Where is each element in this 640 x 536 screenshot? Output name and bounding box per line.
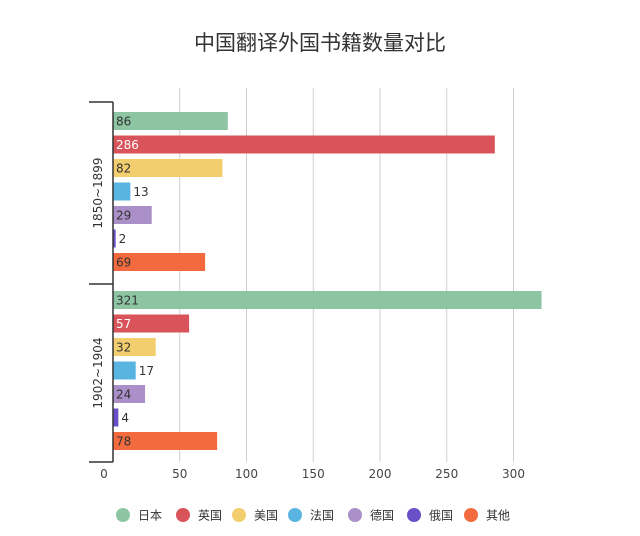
bar-value-label: 78	[116, 435, 131, 449]
x-tick-label: 300	[502, 467, 525, 481]
legend-label: 美国	[254, 509, 278, 523]
x-tick-label: 150	[302, 467, 325, 481]
bar-value-label: 29	[116, 209, 131, 223]
legend-label: 其他	[486, 509, 510, 523]
legend-swatch	[464, 508, 478, 522]
legend-label: 德国	[370, 508, 394, 523]
bar-value-label: 57	[116, 317, 131, 331]
bar	[113, 159, 223, 177]
bar-value-label: 24	[116, 388, 131, 402]
legend-swatch	[288, 508, 302, 522]
legend-label: 俄国	[429, 509, 453, 523]
legend-label: 日本	[138, 509, 162, 523]
bar-value-label: 32	[116, 341, 131, 355]
bar	[113, 206, 152, 224]
x-tick-label: 250	[435, 467, 458, 481]
legend-swatch	[348, 508, 362, 522]
bar-value-label: 286	[116, 138, 139, 152]
x-tick-label: 100	[235, 467, 258, 481]
bar-value-label: 13	[133, 185, 148, 199]
legend-swatch	[116, 508, 130, 522]
legend-label: 法国	[310, 509, 334, 523]
bar-value-label: 17	[139, 364, 154, 378]
bar-value-label: 69	[116, 256, 131, 270]
bar	[113, 229, 116, 248]
axes: 0 50 100 150 200 250 300 1850~1899 1902~1904	[89, 101, 525, 481]
bar	[113, 314, 190, 333]
bar	[113, 338, 156, 356]
bar-value-label: 4	[121, 411, 129, 425]
bar-value-label: 321	[116, 294, 139, 308]
legend-swatch	[407, 508, 421, 522]
bar	[113, 253, 206, 271]
x-tick-label: 50	[172, 467, 187, 481]
x-tick-label: 0	[100, 467, 108, 481]
bar	[113, 112, 228, 130]
bar-value-label: 86	[116, 115, 131, 129]
bar	[113, 361, 136, 380]
bar	[113, 385, 146, 403]
group-label: 1902~1904	[91, 337, 105, 408]
legend-label: 英国	[198, 509, 222, 523]
chart-title: 中国翻译外国书籍数量对比	[194, 31, 446, 55]
bar	[113, 291, 542, 309]
legend-swatch	[176, 508, 190, 522]
legend-swatch	[232, 508, 246, 522]
bar	[113, 432, 218, 450]
x-tick-label: 200	[369, 467, 392, 481]
group-label: 1850~1899	[91, 157, 105, 228]
bar	[113, 408, 119, 427]
bar	[113, 182, 131, 201]
bar	[113, 135, 495, 154]
bar-value-label: 82	[116, 162, 131, 176]
legend: 日本 英国 美国 法国 德国 俄国 其他	[116, 508, 510, 523]
bar-value-label: 2	[119, 232, 127, 246]
